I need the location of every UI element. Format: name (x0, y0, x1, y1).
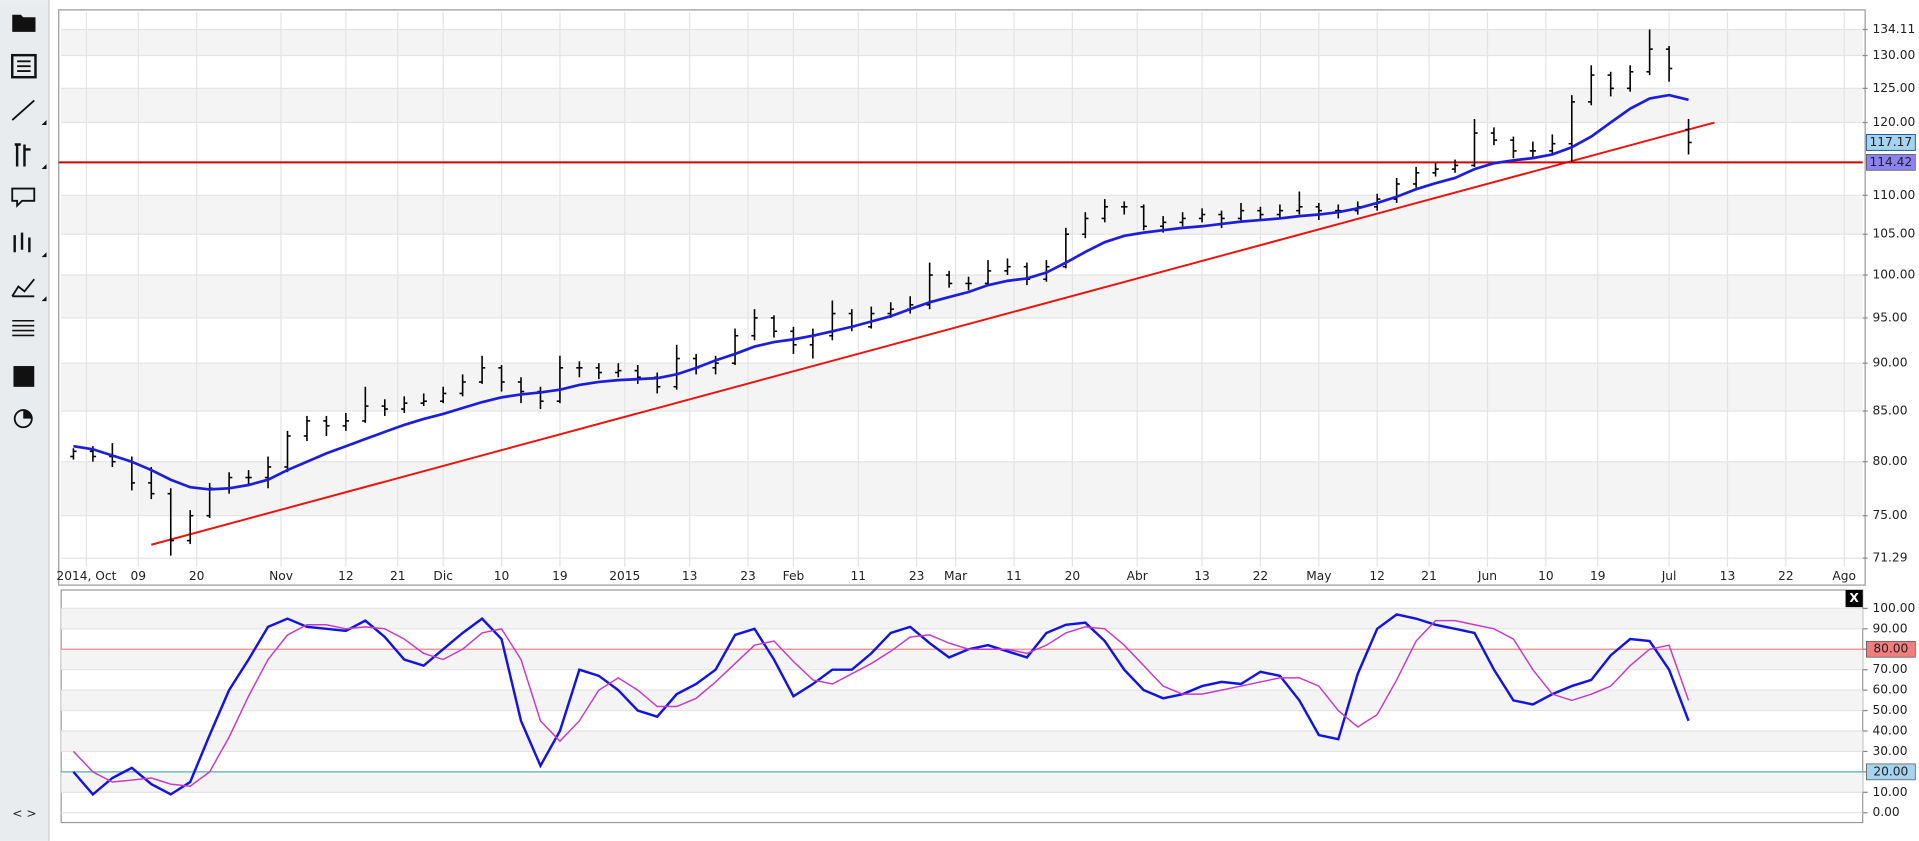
series-line (72, 613, 1690, 797)
grid-band (61, 608, 1863, 629)
series-line (73, 93, 1689, 491)
x-tick-label: 22 (1778, 569, 1794, 583)
nav-arrows[interactable]: < > (12, 806, 36, 820)
x-tick-label: Ago (1832, 569, 1856, 583)
comment-icon[interactable] (11, 187, 36, 208)
x-tick-label: Jun (1477, 569, 1497, 583)
grid-band (61, 649, 1863, 670)
x-tick-label: 2014, Oct (56, 569, 116, 583)
y-tick-label: 85.00 (1872, 403, 1907, 417)
close-button[interactable] (1845, 590, 1863, 608)
hline-box (1866, 154, 1916, 171)
last-price-box (1865, 134, 1916, 151)
x-tick-label: Abr (1127, 569, 1149, 583)
x-tick-label: 12 (1369, 569, 1385, 583)
grid-band (61, 690, 1863, 711)
submenu-markers (41, 120, 47, 302)
pie-slice (23, 410, 32, 419)
hline-label: 114.42 (1869, 155, 1912, 169)
y-tick-label: 105.00 (1872, 227, 1915, 241)
grid-band (61, 88, 1863, 123)
x-tick-label: 10 (1538, 569, 1554, 583)
y-tick-label: 10.00 (1872, 785, 1907, 799)
x-tick-label: 20 (189, 569, 205, 583)
y-tick-label: 0.00 (1872, 805, 1899, 819)
color-icon[interactable] (13, 366, 35, 387)
x-tick-label: 2015 (609, 569, 640, 583)
y-tick-label: 71.29 (1872, 551, 1907, 565)
x-tick-label: 22 (1253, 569, 1269, 583)
level-label: 80.00 (1873, 642, 1908, 656)
x-tick-label: 11 (851, 569, 867, 583)
x-tick-label: May (1306, 569, 1331, 583)
close-button-label[interactable]: X (1849, 591, 1859, 605)
indicator-icon[interactable] (11, 278, 35, 298)
trendline (151, 121, 1715, 546)
y-tick-label: 70.00 (1872, 662, 1907, 676)
y-tick-label: 80.00 (1872, 454, 1907, 468)
x-tick-label: 20 (1065, 569, 1081, 583)
x-tick-label: Feb (783, 569, 805, 583)
x-tick-label: Jul (1661, 569, 1677, 583)
line-tool-icon[interactable] (11, 99, 35, 121)
y-tick-label: 75.00 (1872, 508, 1907, 522)
x-tick-label: Dic (433, 569, 453, 583)
y-tick-label: 60.00 (1872, 683, 1907, 697)
y-tick-label: 90.00 (1872, 621, 1907, 635)
y-tick-label: 120.00 (1872, 115, 1915, 129)
last-price-label: 117.17 (1869, 135, 1912, 149)
list-lines (17, 60, 31, 73)
grid-band (61, 730, 1863, 752)
y-tick-label: 40.00 (1872, 723, 1907, 737)
x-tick-label: Nov (269, 569, 293, 583)
levels-icon[interactable] (12, 319, 35, 337)
grid-band (61, 461, 1863, 516)
y-tick-label: 30.00 (1872, 744, 1907, 758)
y-tick-label: 90.00 (1872, 356, 1907, 370)
grid-band (61, 771, 1863, 793)
y-tick-label: 95.00 (1872, 310, 1907, 324)
y-tick-label: 100.00 (1872, 268, 1915, 282)
toolbar (0, 0, 49, 841)
y-tick-label: 130.00 (1872, 48, 1915, 62)
x-tick-label: Mar (944, 569, 968, 583)
list-icon[interactable] (11, 53, 37, 79)
level-label: 20.00 (1873, 764, 1908, 778)
x-tick-label: 11 (1006, 569, 1022, 583)
x-tick-label: 13 (1720, 569, 1736, 583)
grid-band (61, 363, 1863, 411)
x-tick-label: 12 (338, 569, 354, 583)
grid-band (61, 275, 1863, 318)
y-tick-label: 100.00 (1872, 601, 1915, 615)
x-tick-label: 23 (909, 569, 925, 583)
x-tick-label: 13 (1194, 569, 1210, 583)
level-box (1866, 763, 1916, 781)
x-tick-label: 09 (131, 569, 147, 583)
x-tick-label: 10 (494, 569, 510, 583)
x-tick-label: 23 (740, 569, 756, 583)
series-line (72, 619, 1690, 787)
x-tick-label: 21 (390, 569, 406, 583)
x-tick-label: 13 (682, 569, 698, 583)
y-tick-label: 134.11 (1872, 22, 1915, 36)
y-tick-label: 125.00 (1872, 81, 1915, 95)
level-box (1866, 640, 1916, 658)
x-tick-label: 21 (1421, 569, 1437, 583)
x-tick-label: 19 (1590, 569, 1606, 583)
open-icon[interactable] (12, 14, 36, 32)
x-tick-label: 19 (552, 569, 568, 583)
y-tick-label: 110.00 (1872, 188, 1915, 202)
grid-band (61, 195, 1863, 235)
price-panel: 71.29 75.00 80.00 85.00 90.00 95.00 100.00 105.… (56, 12, 1916, 583)
bars-icon[interactable] (13, 232, 31, 253)
stoch-panel: 0.00 10.00 20.00 30.00 40.00 50.00 60.00 70.00 8… (61, 590, 1916, 819)
toolbar-icons (11, 14, 47, 429)
fib-tool-icon[interactable] (14, 143, 31, 167)
y-tick-label: 50.00 (1872, 703, 1907, 717)
grid-band (61, 29, 1863, 56)
